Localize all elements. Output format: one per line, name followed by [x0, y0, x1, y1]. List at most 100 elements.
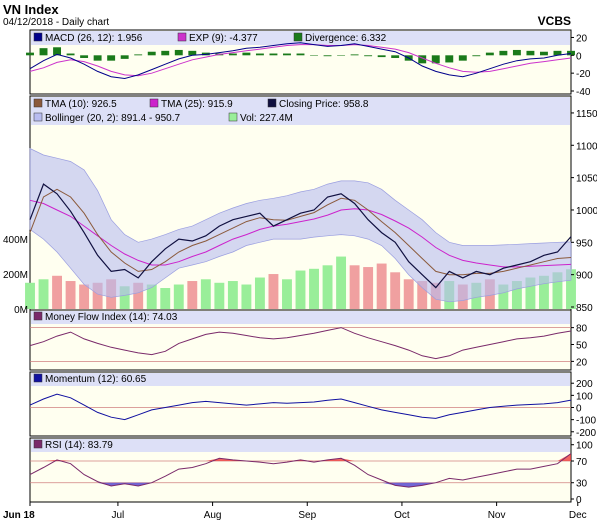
- y-tick-label: 900: [576, 271, 593, 282]
- y-tick-label: 0: [576, 404, 582, 415]
- volume-bar: [268, 274, 279, 309]
- divergence-bar: [539, 51, 548, 56]
- macd-line: [29, 42, 572, 80]
- volume-bar: [254, 277, 265, 309]
- legend-label: Closing Price: 958.8: [279, 99, 369, 110]
- panel-legend-bg: [31, 439, 570, 452]
- y-tick-label: 70: [576, 457, 588, 468]
- volume-bar: [552, 272, 563, 309]
- divergence-bar: [323, 55, 332, 57]
- y-tick-label: 20: [576, 357, 588, 368]
- volume-tick-label: 0M: [14, 305, 28, 316]
- y-tick-label: 200: [576, 379, 593, 390]
- x-tick-label: Aug: [204, 510, 222, 521]
- momentum-line: [29, 393, 572, 421]
- divergence-bar: [485, 52, 494, 56]
- volume-bar: [295, 270, 306, 309]
- divergence-bar: [296, 53, 305, 56]
- volume-bar: [349, 265, 360, 309]
- y-tick-label: 850: [576, 303, 593, 314]
- divergence-bar: [377, 55, 386, 58]
- divergence-bar: [364, 55, 373, 57]
- panel-legend-bg: [31, 97, 570, 125]
- volume-bar: [119, 286, 130, 309]
- legend-swatch: [293, 32, 303, 42]
- y-tick-label: 0: [576, 495, 582, 506]
- divergence-bar: [174, 49, 183, 56]
- y-tick-label: 100: [576, 441, 593, 452]
- y-tick-label: 100: [576, 391, 593, 402]
- chart-panels: MACD (26, 12): 1.956 EXP (9): -4.377 Diver…: [3, 29, 597, 506]
- volume-bar: [282, 279, 292, 309]
- divergence-bar: [188, 50, 197, 56]
- divergence-bar: [80, 55, 89, 58]
- volume-tick-label: 200M: [3, 270, 28, 281]
- volume-bar: [376, 263, 387, 309]
- volume-bar: [322, 265, 333, 309]
- volume-bar: [52, 275, 62, 309]
- volume-bar: [173, 284, 184, 309]
- divergence-bar: [499, 50, 508, 56]
- divergence-bar: [120, 55, 129, 59]
- divergence-bar: [553, 50, 562, 56]
- y-tick-label: -20: [576, 69, 591, 80]
- y-tick-label: 1150: [576, 109, 597, 120]
- legend-swatch: [177, 32, 187, 42]
- divergence-bar: [445, 55, 454, 63]
- volume-bar: [214, 282, 225, 309]
- divergence-bar: [567, 50, 575, 56]
- panel-0: MACD (26, 12): 1.956 EXP (9): -4.377 Diver…: [26, 29, 591, 98]
- legend-label: Momentum (12): 60.65: [45, 374, 147, 385]
- divergence-bar: [283, 53, 291, 56]
- chart-title: VN Index: [3, 2, 59, 17]
- bollinger-band: [29, 147, 572, 303]
- volume-bar: [92, 282, 103, 309]
- divergence-bar: [269, 53, 278, 56]
- divergence-bar: [107, 55, 116, 61]
- volume-tick-label: 400M: [3, 235, 28, 246]
- volume-bar: [539, 275, 549, 309]
- panel-legend-bg: [31, 311, 570, 324]
- y-tick-label: 20: [576, 33, 588, 44]
- volume-bar: [38, 279, 49, 309]
- divergence-bar: [350, 54, 359, 56]
- divergence-bar: [512, 49, 521, 56]
- volume-bar: [525, 277, 536, 309]
- divergence-bar: [39, 48, 48, 56]
- divergence-bar: [418, 55, 427, 64]
- divergence-bar: [255, 53, 264, 56]
- x-axis: Jun 18 Jul Aug Sep Oct Nov Dec: [3, 502, 587, 521]
- legend-swatch: [267, 98, 277, 108]
- y-tick-label: -200: [576, 428, 596, 439]
- legend-swatch: [33, 311, 43, 321]
- volume-bar: [309, 268, 319, 309]
- money-flow-line: [29, 327, 572, 360]
- y-tick-label: 950: [576, 238, 593, 249]
- x-tick-label: Jun 18: [3, 510, 35, 521]
- x-tick-label: Oct: [394, 510, 410, 521]
- x-tick-label: Dec: [569, 510, 587, 521]
- volume-bar: [566, 269, 576, 309]
- divergence-bar: [53, 47, 62, 56]
- x-tick-label: Nov: [488, 510, 506, 521]
- legend-swatch: [33, 373, 43, 383]
- oversold-area: [30, 482, 571, 488]
- divergence-bar: [526, 50, 535, 56]
- x-tick-label: Sep: [298, 510, 316, 521]
- volume-bar: [390, 272, 401, 309]
- panel-4: RSI (14): 83.79 100 70 30 0: [29, 437, 593, 506]
- legend-label: TMA (25): 915.9: [161, 99, 233, 110]
- rsi-line: [29, 453, 572, 488]
- legend-label: Bollinger (20, 2): 891.4 - 950.7: [45, 113, 181, 124]
- volume-bar: [133, 282, 144, 309]
- volume-bar: [417, 281, 428, 309]
- divergence-bar: [391, 55, 400, 58]
- divergence-bar: [458, 55, 467, 61]
- volume-bar: [65, 281, 76, 309]
- volume-bar: [79, 284, 90, 309]
- divergence-bar: [228, 53, 237, 56]
- legend-label: Vol: 227.4M: [240, 113, 293, 124]
- divergence-bar: [26, 52, 34, 56]
- x-tick-label: Jul: [112, 510, 125, 521]
